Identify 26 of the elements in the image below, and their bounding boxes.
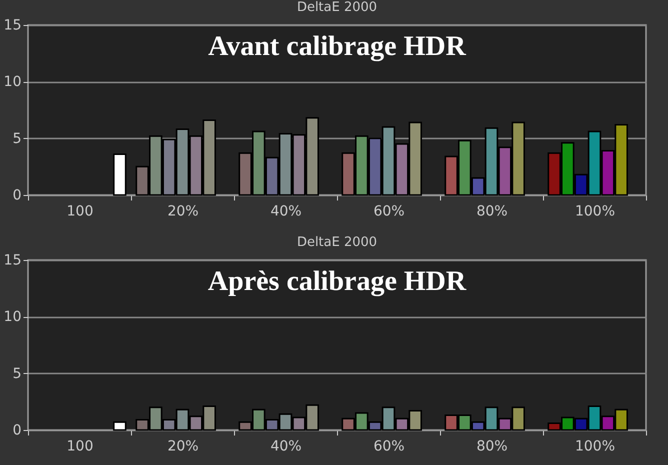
x-tick-label: 40%	[270, 438, 302, 454]
x-tick-label: 80%	[476, 438, 508, 454]
y-tick-label: 0	[12, 188, 22, 204]
x-tick-label: 100%	[574, 204, 616, 220]
x-tick-label: 60%	[373, 204, 405, 220]
x-tick-label: 100	[66, 204, 94, 220]
chart-title: DeltaE 2000	[296, 0, 378, 15]
x-tick-label: 100	[66, 438, 94, 454]
chart-title: DeltaE 2000	[296, 235, 378, 250]
y-tick-label: 15	[4, 252, 22, 268]
x-tick-label: 100%	[574, 438, 616, 454]
y-tick-label: 10	[4, 74, 22, 90]
bar	[113, 421, 126, 431]
y-tick-label: 5	[12, 366, 22, 382]
x-tick-label: 20%	[167, 204, 199, 220]
y-tick-label: 10	[4, 309, 22, 326]
x-tick-label: 20%	[167, 438, 199, 454]
x-tick-label: 60%	[373, 438, 405, 454]
x-tick-label: 80%	[476, 204, 508, 220]
y-tick-label: 15	[4, 18, 22, 34]
y-tick-label: 5	[12, 130, 22, 147]
annotation: Avant calibrage HDR	[208, 31, 467, 62]
bar	[113, 153, 126, 196]
annotation: Après calibrage HDR	[208, 266, 467, 297]
x-tick-label: 40%	[270, 204, 302, 220]
y-tick-label: 0	[12, 422, 22, 438]
